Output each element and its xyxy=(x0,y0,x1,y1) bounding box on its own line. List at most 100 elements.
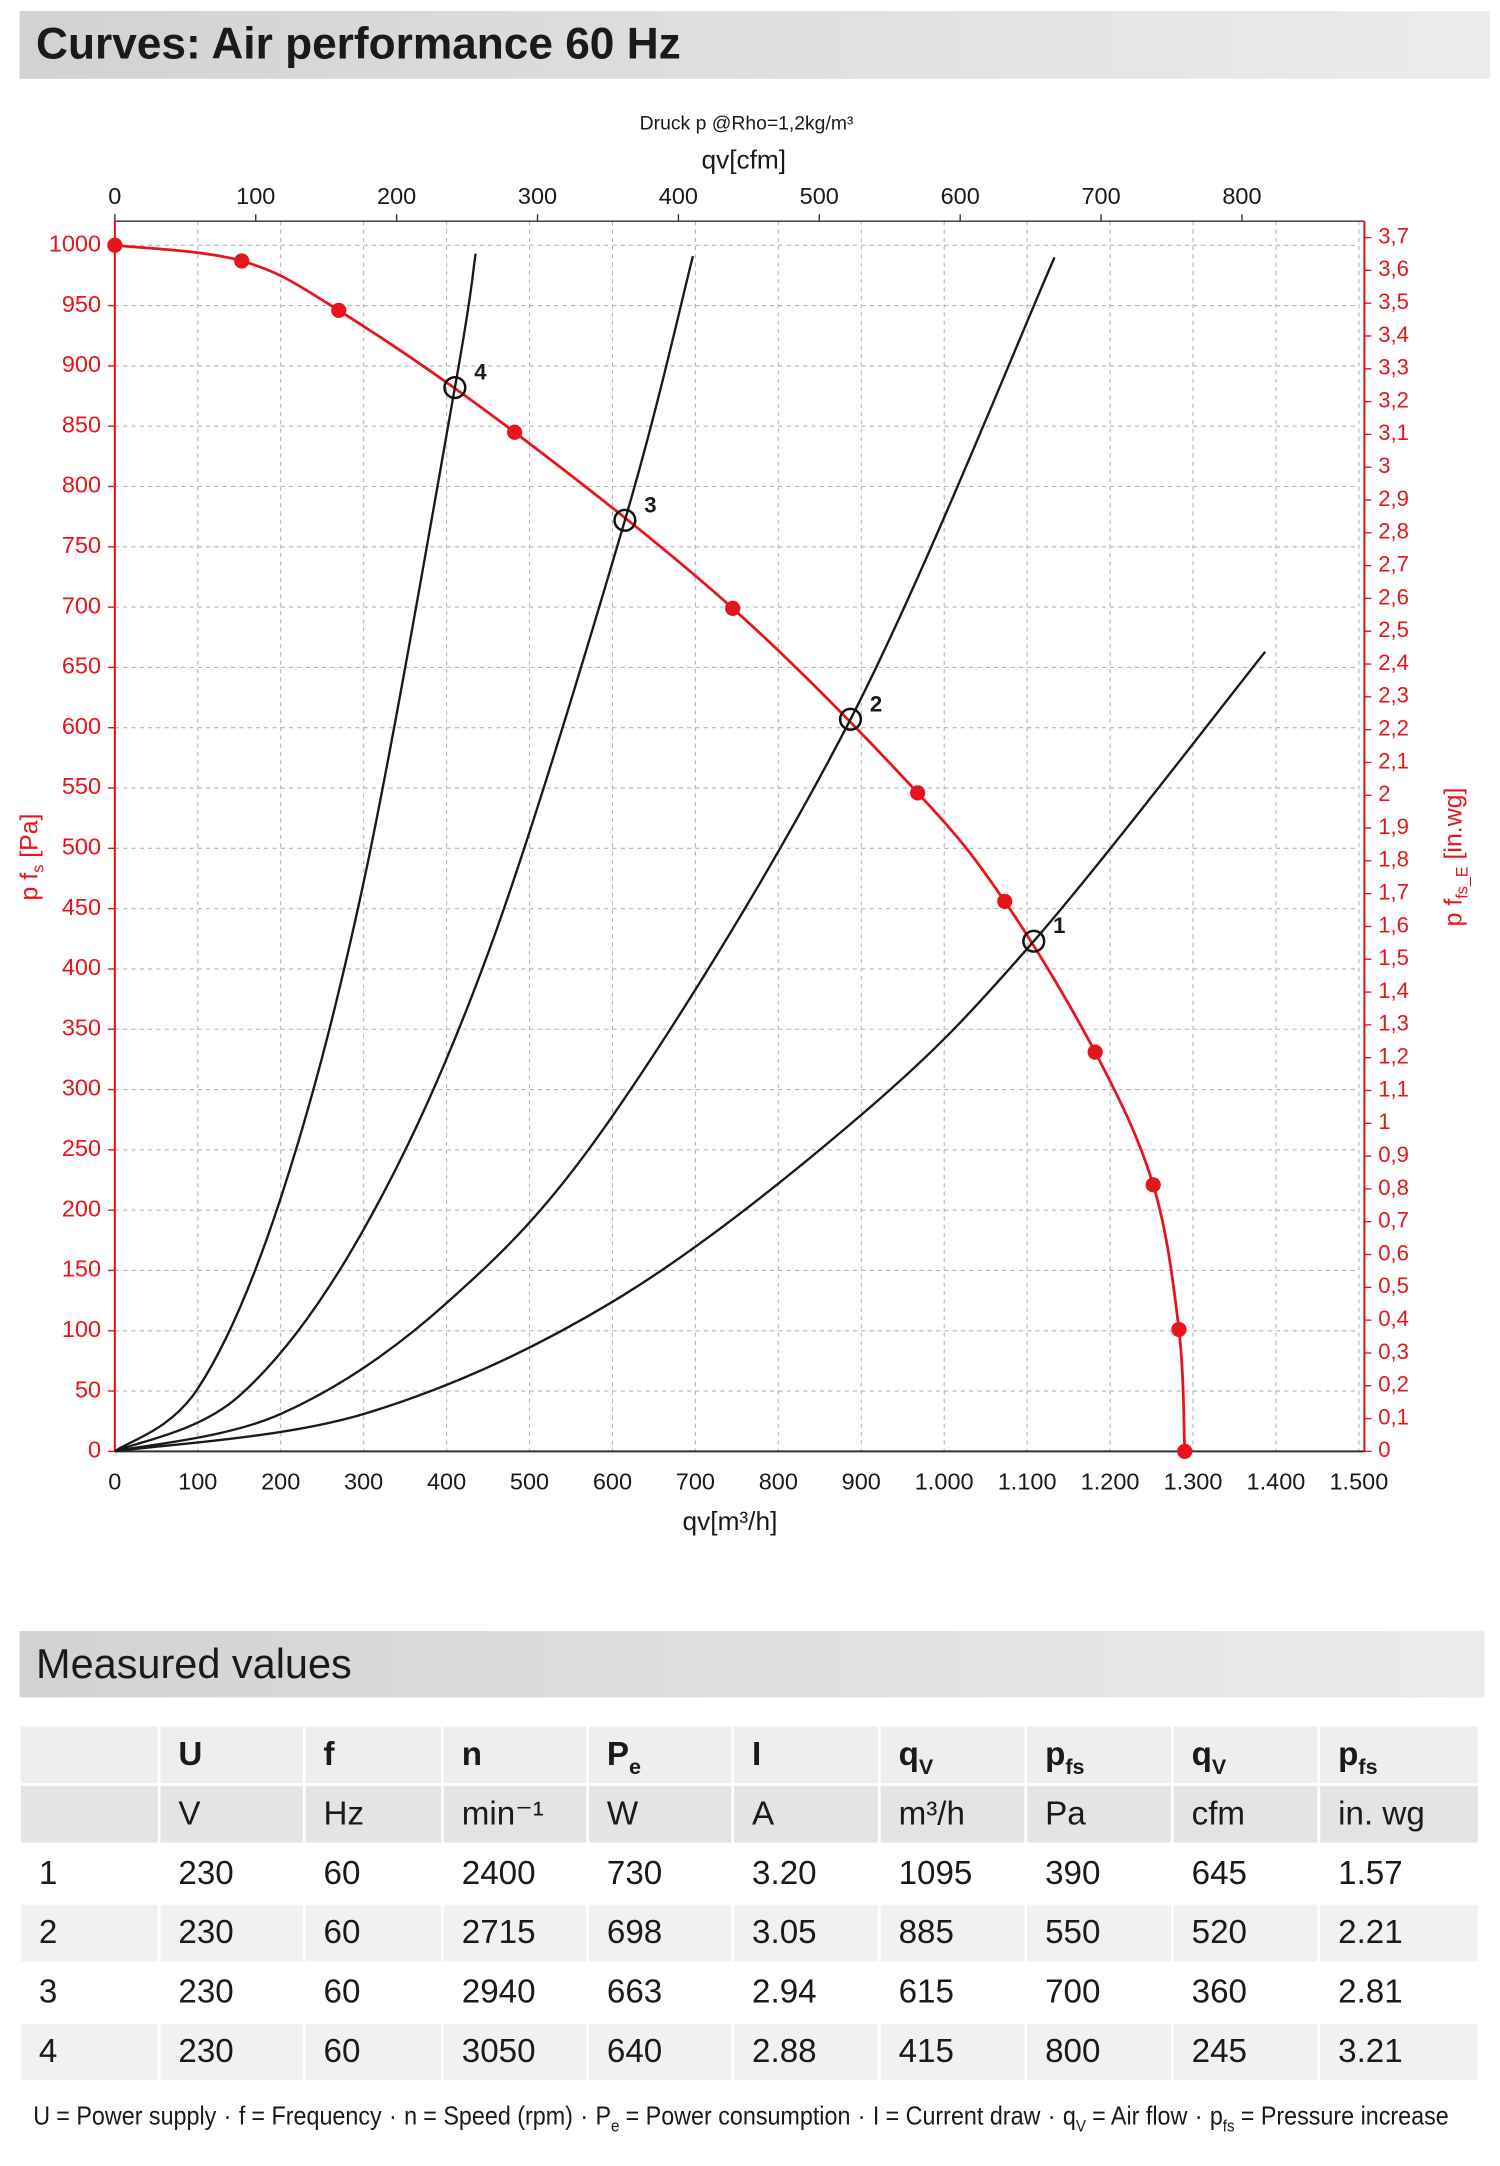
table-value: 230 xyxy=(178,1974,233,2011)
row-id: 4 xyxy=(39,2033,57,2070)
table-cell xyxy=(160,2023,303,2081)
y-tick-label: 250 xyxy=(62,1135,101,1161)
symbol-sub: V xyxy=(1212,1754,1227,1779)
footer-item: I xyxy=(873,2101,879,2131)
table-value: 700 xyxy=(1045,1974,1100,2011)
y2-tick-label: 0,3 xyxy=(1378,1339,1409,1364)
table-cell xyxy=(443,1904,587,1962)
symbol-base: I xyxy=(752,1736,761,1773)
y-tick-label: 800 xyxy=(62,472,101,498)
table-cell xyxy=(1173,1785,1318,1843)
table-value: 520 xyxy=(1192,1914,1247,1951)
y2-tick-label: 2,4 xyxy=(1378,650,1409,675)
y2-tick-label: 3 xyxy=(1378,453,1390,478)
table-cell xyxy=(443,2023,587,2081)
y-tick-label: 200 xyxy=(62,1195,101,1221)
table-value: 800 xyxy=(1045,2033,1100,2070)
table-cell xyxy=(1027,1845,1171,1902)
table-value: 2400 xyxy=(462,1855,536,1892)
y2-tick-label: 1,8 xyxy=(1378,847,1409,872)
symbol-base: p f xyxy=(1439,899,1467,927)
table-value: 3.21 xyxy=(1338,2033,1403,2070)
y2-tick-label: 2,5 xyxy=(1378,617,1409,642)
row-id: 3 xyxy=(39,1974,57,2011)
table-cell xyxy=(1320,1904,1478,1962)
y2-tick-label: 3,6 xyxy=(1378,256,1409,281)
symbol-sub: fs_E xyxy=(1454,866,1472,899)
table-value: 360 xyxy=(1192,1974,1247,2011)
column-unit: Hz xyxy=(324,1795,365,1832)
x-tick-label: 1.100 xyxy=(998,1468,1057,1494)
column-symbol: f xyxy=(324,1736,336,1773)
y2-tick-label: 2,6 xyxy=(1378,584,1409,609)
curve xyxy=(114,651,1267,1453)
y2-tick-label: 2,2 xyxy=(1378,715,1409,740)
x-tick-label: 200 xyxy=(261,1468,300,1494)
y2-tick-label: 3,7 xyxy=(1378,223,1409,248)
column-unit: min⁻¹ xyxy=(462,1795,544,1832)
table-value: 1095 xyxy=(899,1855,973,1892)
table-cell xyxy=(20,2023,158,2081)
y2-tick-label: 1,5 xyxy=(1378,945,1409,970)
symbol-base: p xyxy=(1338,1736,1358,1773)
table-cell xyxy=(20,1904,158,1962)
column-symbol: qV xyxy=(899,1736,934,1779)
column-unit: A xyxy=(752,1795,775,1832)
y-tick-label: 1000 xyxy=(49,230,101,256)
y-tick-label: 750 xyxy=(62,532,101,558)
table-value: 2.94 xyxy=(752,1974,817,2011)
x-axis-label: qv[m³/h] xyxy=(683,1506,778,1536)
y2-tick-label: 0 xyxy=(1378,1437,1390,1462)
chart: 0 100 200 300 400 500 600 700 800 900 1.000 1.100 1.… xyxy=(15,113,1471,1537)
footer-definition: = Pressure increase xyxy=(1241,2101,1449,2131)
y2-tick-label: 2,8 xyxy=(1378,519,1409,544)
symbol-base: n xyxy=(462,1736,482,1773)
symbol-sub: e xyxy=(611,2117,619,2136)
symbol-sub: fs xyxy=(1065,1754,1084,1779)
footer-item: U xyxy=(33,2101,50,2131)
symbol-base: U xyxy=(178,1736,202,1773)
table-value: 60 xyxy=(324,1974,361,2011)
y-tick-label: 300 xyxy=(62,1075,101,1101)
table-cell xyxy=(1173,1964,1318,2021)
column-symbol: pfs xyxy=(1045,1736,1084,1779)
symbol-sub: fs xyxy=(1223,2117,1235,2136)
y-tick-label: 700 xyxy=(62,592,101,618)
table-value: 415 xyxy=(899,2033,954,2070)
table-cell xyxy=(20,1785,158,1843)
table-value: 640 xyxy=(607,2033,662,2070)
x2-tick-label: 700 xyxy=(1081,183,1120,209)
x-tick-label: 400 xyxy=(427,1468,466,1494)
column-symbol: Pe xyxy=(607,1736,641,1779)
table-cell xyxy=(1320,2023,1478,2081)
table-cell xyxy=(1320,1964,1478,2021)
table-cell xyxy=(734,1904,878,1962)
table-value: 615 xyxy=(899,1974,954,2011)
y-tick-label: 500 xyxy=(62,834,101,860)
y-tick-label: 850 xyxy=(62,411,101,437)
y2-tick-label: 3,3 xyxy=(1378,355,1409,380)
x2-tick-label: 400 xyxy=(659,183,698,209)
symbol-base: P xyxy=(607,1736,629,1773)
table-cell xyxy=(305,1904,442,1962)
separator: · xyxy=(580,2101,588,2131)
table-cell xyxy=(880,1785,1025,1843)
table-cell xyxy=(443,1964,587,2021)
x-tick-label: 700 xyxy=(676,1468,715,1494)
x2-axis-label: qv[cfm] xyxy=(701,145,786,175)
table-value: 3.05 xyxy=(752,1914,817,1951)
y-tick-label: 350 xyxy=(62,1014,101,1040)
table-value: 230 xyxy=(178,2033,233,2070)
separator: · xyxy=(858,2101,866,2131)
operating-point xyxy=(613,508,637,532)
x-tick-label: 600 xyxy=(593,1468,632,1494)
symbol-base: n xyxy=(404,2101,417,2131)
separator: · xyxy=(389,2101,397,2131)
table-value: 60 xyxy=(324,1855,361,1892)
y2-tick-label: 1,4 xyxy=(1378,978,1409,1003)
y-tick-label: 100 xyxy=(62,1316,101,1342)
column-symbol: pfs xyxy=(1338,1736,1377,1779)
table-cell xyxy=(20,1845,158,1902)
table-value: 1.57 xyxy=(1338,1855,1403,1892)
